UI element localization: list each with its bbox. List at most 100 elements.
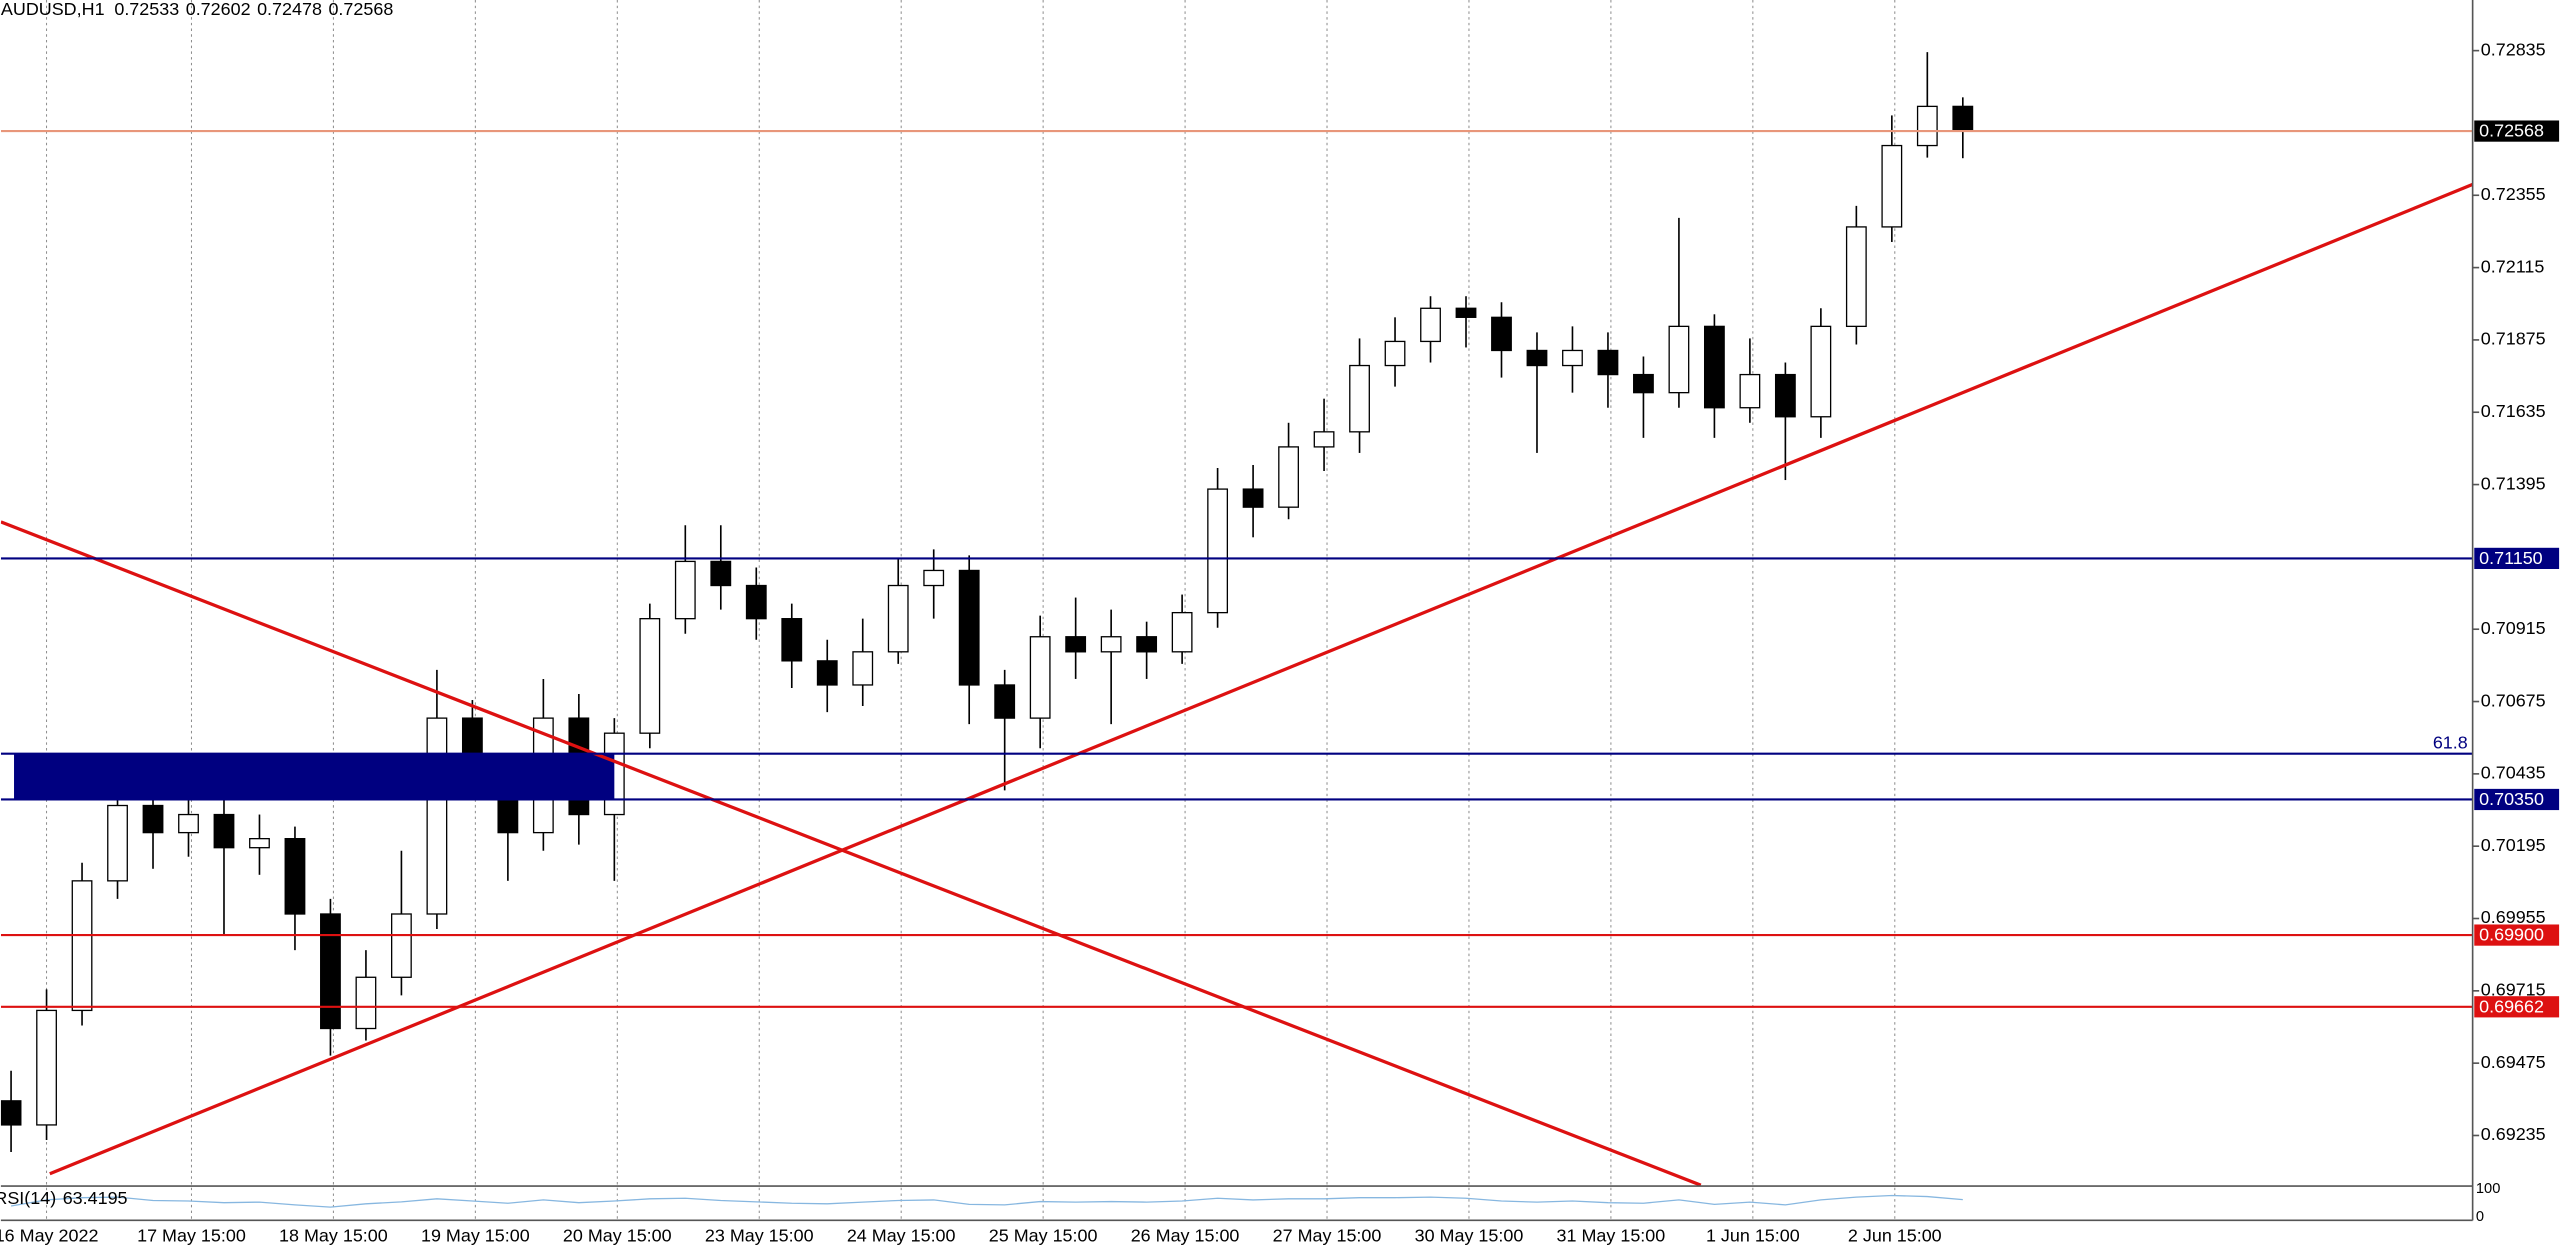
y-tick-label: 0.72355	[2481, 184, 2546, 204]
x-tick-label: 24 May 15:00	[847, 1225, 956, 1245]
x-tick-label: 17 May 15:00	[137, 1225, 246, 1245]
symbol: AUDUSD,H1	[1, 0, 105, 19]
candle-body	[1136, 636, 1158, 653]
candle-body	[887, 584, 909, 653]
axes: 16 May 2022 17 May 15:00 18 May 15:00 19 Ma…	[0, 39, 2546, 1245]
candle-body	[710, 560, 732, 587]
x-tick-label: 19 May 15:00	[421, 1225, 530, 1245]
candle-body	[958, 569, 980, 686]
indicator-value: 63.4195	[63, 1188, 128, 1208]
candle-body	[1845, 226, 1867, 328]
candle-body	[852, 651, 874, 686]
y-tick-label: 0.69715	[2481, 980, 2546, 1000]
price-tag	[2474, 788, 2560, 811]
x-tick-label: 25 May 15:00	[989, 1225, 1098, 1245]
candle-body	[1207, 488, 1229, 614]
candle-body	[1384, 340, 1406, 367]
indicator-label: RSI(14) 63.4195	[0, 1188, 128, 1208]
bar-close: 0.72568	[328, 0, 393, 19]
candle-body	[1562, 349, 1583, 367]
x-tick-label: 26 May 15:00	[1131, 1225, 1240, 1245]
candle-body	[355, 976, 377, 1030]
candle-body	[178, 813, 199, 834]
y-tick-label: 0.71635	[2481, 401, 2546, 421]
candle-body	[36, 1009, 57, 1126]
candle-body	[1810, 325, 1832, 418]
candle-body	[816, 660, 838, 686]
candle-body	[1349, 364, 1370, 433]
candle-body	[1171, 611, 1193, 653]
candle-body	[1313, 431, 1335, 448]
zone	[14, 753, 615, 800]
candle-body	[1881, 144, 1903, 228]
drawings	[0, 130, 2473, 1187]
price-tag	[2474, 547, 2560, 570]
candle-body	[1420, 307, 1441, 343]
candle-body	[142, 804, 164, 834]
candle-body	[1526, 349, 1548, 367]
candle-body	[1455, 307, 1477, 318]
x-tick-label: 2 Jun 15:00	[1848, 1225, 1942, 1245]
candle-body	[0, 1100, 22, 1126]
y-tick-label: 0.71395	[2481, 473, 2546, 493]
y-tick-label: 0.69475	[2481, 1052, 2546, 1072]
y-tick-label: 0.72115	[2481, 256, 2545, 276]
candle-body	[71, 880, 93, 1012]
candle-body	[1597, 349, 1619, 376]
candle-body	[745, 584, 767, 620]
candle-body	[1739, 373, 1761, 409]
price-tag-label: 0.70350	[2479, 789, 2544, 809]
candle-body	[781, 618, 803, 662]
candle-body	[107, 804, 128, 882]
candle-body	[1029, 636, 1051, 719]
price-tag-label: 0.72568	[2479, 121, 2544, 141]
y-tick-label: 0.70435	[2481, 763, 2546, 783]
price-tag	[2474, 996, 2560, 1018]
candle-body	[674, 560, 696, 620]
bar-open: 0.72533	[114, 0, 179, 19]
candle-body	[284, 838, 306, 915]
candle-body	[213, 813, 235, 849]
indicator-tick-label: 100	[2476, 1181, 2500, 1197]
bar-high: 0.72602	[186, 0, 251, 19]
level-text: 61.8	[2433, 733, 2468, 753]
x-tick-label: 20 May 15:00	[563, 1225, 672, 1245]
candle-body	[639, 618, 661, 734]
indicator-panel	[10, 1194, 1963, 1208]
price-tag-label: 0.71150	[2479, 548, 2543, 568]
candle-body	[1242, 488, 1264, 508]
trendline	[49, 182, 2473, 1176]
candle-body	[1703, 325, 1725, 409]
y-tick-label: 0.69955	[2481, 907, 2546, 927]
candle-body	[1278, 446, 1299, 508]
y-tick-label: 0.69235	[2481, 1124, 2546, 1144]
x-tick-label: 23 May 15:00	[705, 1225, 814, 1245]
candle-body	[1774, 373, 1796, 418]
candle-body	[391, 913, 412, 978]
price-tag-label: 0.69900	[2479, 925, 2544, 945]
x-tick-label: 31 May 15:00	[1557, 1225, 1666, 1245]
bar-low: 0.72478	[257, 0, 322, 19]
candle-body	[1065, 636, 1087, 653]
trendline	[0, 520, 1702, 1187]
candles	[0, 52, 1974, 1153]
y-tick-label: 0.70675	[2481, 690, 2546, 710]
price-tag	[2474, 924, 2560, 946]
candle-body	[1491, 316, 1512, 352]
x-tick-label: 27 May 15:00	[1273, 1225, 1382, 1245]
y-tick-label: 0.72835	[2481, 39, 2546, 59]
candle-body	[1633, 373, 1654, 394]
price-tag-label: 0.69662	[2479, 996, 2544, 1016]
indicator-name: RSI(14)	[0, 1188, 56, 1208]
indicator-line	[10, 1194, 1963, 1208]
candle-body	[1916, 105, 1938, 147]
candle-body	[320, 913, 341, 1030]
header: AUDUSD,H1 0.72533 0.72602 0.72478 0.72568	[1, 0, 393, 19]
candle-body	[426, 717, 448, 915]
y-tick-label: 0.70195	[2481, 835, 2546, 855]
candle-body	[1100, 636, 1122, 653]
candle-body	[1668, 325, 1690, 394]
indicator-tick-label: 0	[2476, 1209, 2484, 1225]
candle-body	[1952, 105, 1974, 132]
